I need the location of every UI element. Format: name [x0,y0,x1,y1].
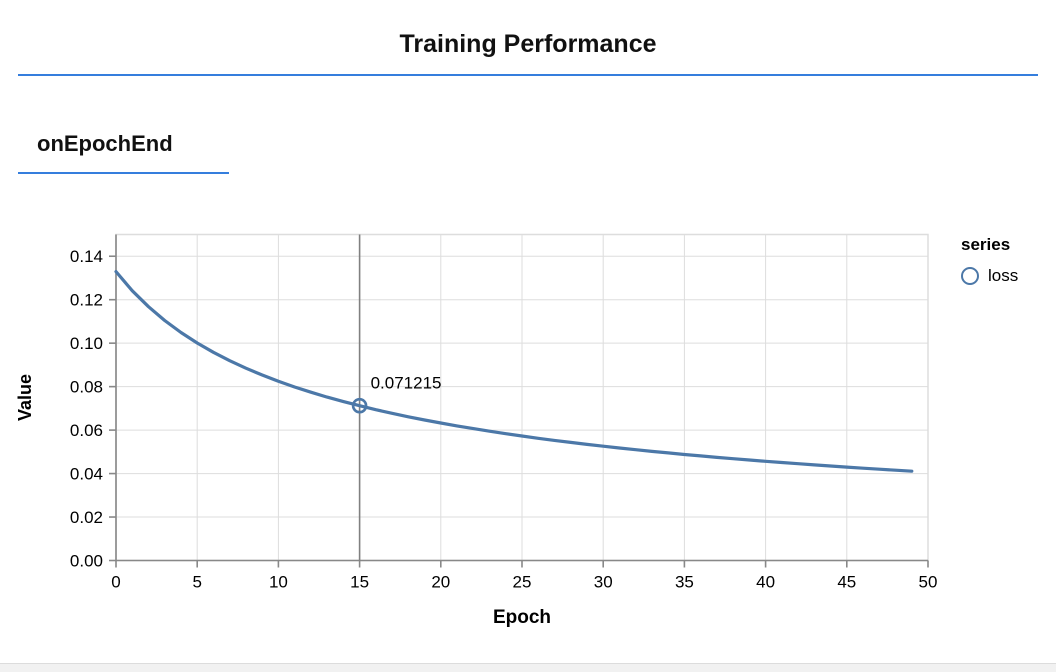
legend-item-loss: loss [961,266,1018,286]
x-tick-labels: 0 5 10 15 20 25 30 35 40 45 50 [111,573,937,592]
svg-text:35: 35 [675,573,694,592]
section-title: onEpochEnd [37,131,173,156]
svg-text:0.00: 0.00 [70,552,103,571]
svg-text:5: 5 [192,573,201,592]
legend-title: series [961,235,1011,254]
tooltip-value: 0.071215 [371,374,442,393]
gridlines [115,234,929,561]
svg-text:0.04: 0.04 [70,465,103,484]
x-axis-title: Epoch [493,607,551,628]
svg-text:45: 45 [837,573,856,592]
svg-text:40: 40 [756,573,775,592]
svg-text:25: 25 [513,573,532,592]
y-axis-title: Value [15,374,35,421]
page-title: Training Performance [399,30,657,58]
loss-line-chart[interactable]: 0 5 10 15 20 25 30 35 40 45 50 0.00 0.02 0.04 0.06 0.08… [0,225,1056,637]
svg-text:0.12: 0.12 [70,291,103,310]
chart-legend: series loss [961,235,1018,286]
axes [109,234,929,568]
section-divider [18,172,229,174]
svg-text:50: 50 [919,573,938,592]
circle-outline-icon [961,267,979,285]
title-divider [18,74,1038,76]
y-tick-labels: 0.00 0.02 0.04 0.06 0.08 0.10 0.12 0.14 [70,247,103,570]
svg-text:0.08: 0.08 [70,378,103,397]
bottom-panel-edge [0,663,1056,672]
svg-text:0.06: 0.06 [70,421,103,440]
legend-item-label: loss [988,266,1019,285]
svg-text:15: 15 [350,573,369,592]
svg-text:0.02: 0.02 [70,508,103,527]
loss-curve [114,269,914,473]
svg-text:0.10: 0.10 [70,334,103,353]
svg-text:0: 0 [111,573,120,592]
svg-text:20: 20 [431,573,450,592]
svg-text:30: 30 [594,573,613,592]
hover-point-marker [351,397,368,414]
svg-text:10: 10 [269,573,288,592]
svg-text:0.14: 0.14 [70,247,103,266]
